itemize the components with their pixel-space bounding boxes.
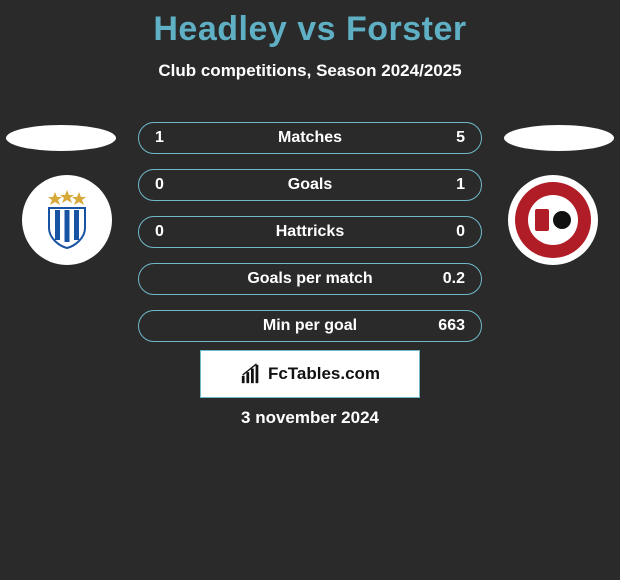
stat-left-value: 0 [155, 223, 203, 241]
stat-label: Goals [203, 176, 417, 194]
stat-row: 0Hattricks0 [138, 216, 482, 248]
flag-icon [535, 209, 549, 231]
stat-right-value: 5 [417, 129, 465, 147]
comparison-card: Headley vs Forster Club competitions, Se… [0, 0, 620, 580]
stat-right-value: 663 [417, 317, 465, 335]
shield-icon [35, 188, 99, 252]
brand-box: FcTables.com [200, 350, 420, 398]
page-subtitle: Club competitions, Season 2024/2025 [0, 61, 620, 81]
page-title: Headley vs Forster [0, 0, 620, 49]
stat-row: 0Goals1 [138, 169, 482, 201]
date-label: 3 november 2024 [0, 408, 620, 428]
ball-icon [553, 211, 571, 229]
stat-label: Min per goal [203, 317, 417, 335]
right-club-crest [508, 175, 598, 265]
stat-row: Goals per match0.2 [138, 263, 482, 295]
stat-label: Matches [203, 129, 417, 147]
stat-row: 1Matches5 [138, 122, 482, 154]
stat-left-value: 0 [155, 176, 203, 194]
stats-list: 1Matches50Goals10Hattricks0Goals per mat… [138, 122, 482, 357]
stat-label: Goals per match [203, 270, 417, 288]
player-left-oval [6, 125, 116, 151]
stat-label: Hattricks [203, 223, 417, 241]
stat-left-value: 1 [155, 129, 203, 147]
stat-right-value: 0 [417, 223, 465, 241]
left-club-crest [22, 175, 112, 265]
player-right-oval [504, 125, 614, 151]
bar-chart-icon [240, 363, 262, 385]
stat-row: Min per goal663 [138, 310, 482, 342]
stat-right-value: 1 [417, 176, 465, 194]
brand-label: FcTables.com [268, 364, 380, 384]
stat-right-value: 0.2 [417, 270, 465, 288]
